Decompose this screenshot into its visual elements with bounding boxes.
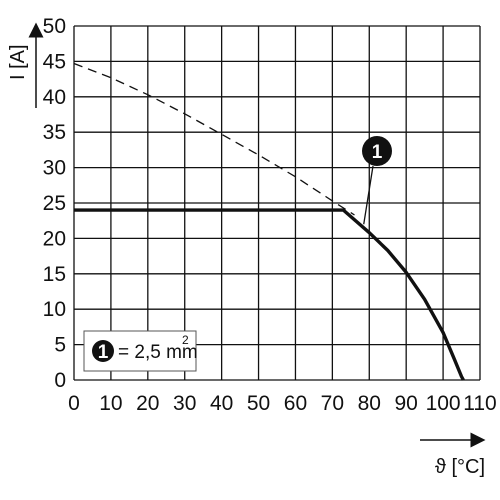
legend-label: = 2,5 mm xyxy=(118,342,198,363)
callout-marker xyxy=(362,136,392,166)
series-line-dashed xyxy=(73,62,355,216)
y-axis-title: I [A] xyxy=(7,44,29,80)
y-tick-label: 50 xyxy=(43,15,66,38)
callout-leader-line xyxy=(363,165,374,225)
x-tick-label: 20 xyxy=(136,392,159,415)
x-tick-label: 60 xyxy=(284,392,307,415)
y-tick-label: 45 xyxy=(43,50,66,73)
y-tick-label: 15 xyxy=(43,263,66,286)
callout: 1 xyxy=(362,136,392,225)
y-tick-label: 0 xyxy=(54,369,66,392)
x-tick-label: 70 xyxy=(321,392,344,415)
y-axis-title-group: I [A] xyxy=(7,22,44,108)
x-tick-label: 10 xyxy=(99,392,122,415)
x-tick-labels: 0 10 20 30 40 50 60 70 80 90 100 110 xyxy=(68,392,497,415)
y-tick-label: 25 xyxy=(43,192,66,215)
legend-marker xyxy=(92,340,114,362)
x-tick-label: 50 xyxy=(247,392,270,415)
y-tick-label: 40 xyxy=(43,86,66,109)
y-tick-labels: 0 5 10 15 20 25 30 35 40 45 50 xyxy=(43,15,66,392)
x-tick-label: 80 xyxy=(358,392,381,415)
legend-superscript: 2 xyxy=(182,333,189,347)
x-tick-label: 0 xyxy=(68,392,80,415)
y-tick-label: 10 xyxy=(43,298,66,321)
legend-marker-label: 1 xyxy=(98,342,109,363)
x-tick-label: 110 xyxy=(463,392,496,415)
x-tick-label: 30 xyxy=(173,392,196,415)
grid xyxy=(73,25,481,381)
y-tick-label: 35 xyxy=(43,121,66,144)
series-line-solid xyxy=(74,208,465,381)
y-tick-label: 30 xyxy=(43,157,66,180)
x-tick-label: 90 xyxy=(395,392,418,415)
x-tick-label: 100 xyxy=(426,392,461,415)
legend: 1 = 2,5 mm 2 xyxy=(83,330,198,372)
y-tick-label: 5 xyxy=(54,334,66,357)
x-tick-label: 40 xyxy=(210,392,233,415)
x-axis-title: ϑ [°C] xyxy=(435,456,485,478)
callout-marker-label: 1 xyxy=(372,142,383,163)
x-axis-title-group: ϑ [°C] xyxy=(420,432,486,478)
y-tick-label: 20 xyxy=(43,227,66,250)
series-lines xyxy=(73,62,465,381)
